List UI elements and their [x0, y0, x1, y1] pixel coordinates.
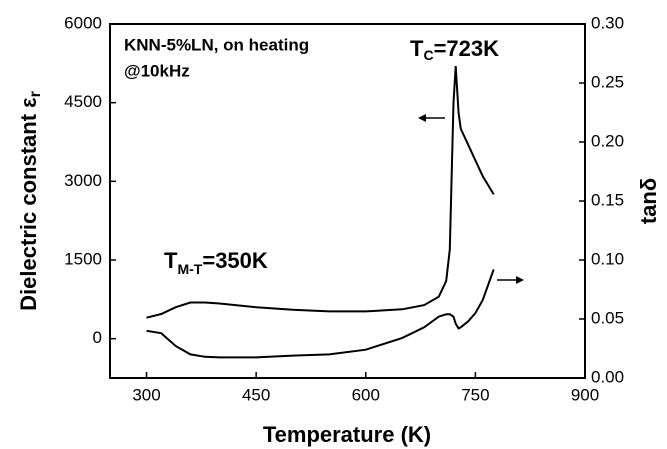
- arrow: [418, 114, 524, 284]
- y-tick-label: 6000: [64, 13, 102, 32]
- y-tick-label: 1500: [64, 249, 102, 268]
- y-tick-label: 4500: [64, 92, 102, 111]
- y2-tick-label: 0.00: [591, 367, 624, 386]
- y2-axis-label: tanδ: [636, 178, 661, 224]
- annotation: TM-T=350K: [164, 248, 268, 277]
- annotation: @10kHz: [124, 61, 190, 80]
- y-tick-label: 3000: [64, 171, 102, 190]
- x-tick-label: 750: [461, 385, 489, 404]
- x-tick-label: 450: [242, 385, 270, 404]
- x-axis-label: Temperature (K): [263, 422, 431, 447]
- y-axis-label: Dielectric constant εr: [16, 91, 44, 311]
- x-tick-label: 600: [352, 385, 380, 404]
- data-line: [146, 65, 495, 319]
- annotation: KNN-5%LN, on heating: [124, 35, 309, 54]
- y-tick-label: 0: [93, 328, 102, 347]
- y2-tick-label: 0.10: [591, 249, 624, 268]
- y2-tick-label: 0.15: [591, 190, 624, 209]
- x-tick-label: 300: [132, 385, 160, 404]
- y2-tick-label: 0.25: [591, 72, 624, 91]
- x-tick-label: 900: [571, 385, 599, 404]
- y2-tick-label: 0.20: [591, 131, 624, 150]
- y2-tick-label: 0.30: [591, 13, 624, 32]
- y2-tick-label: 0.05: [591, 308, 624, 327]
- data-line: [146, 269, 495, 359]
- annotation: TC=723K: [410, 36, 499, 63]
